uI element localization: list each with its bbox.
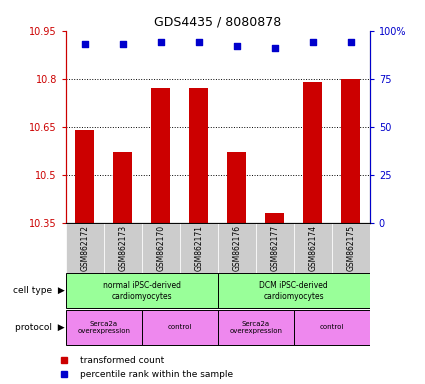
Point — [233, 43, 240, 49]
Text: GSM862174: GSM862174 — [308, 225, 317, 271]
Bar — [227, 152, 246, 223]
Bar — [294, 223, 332, 273]
Point — [309, 39, 316, 45]
Bar — [294, 310, 370, 345]
Bar — [113, 152, 132, 223]
Title: GDS4435 / 8080878: GDS4435 / 8080878 — [154, 15, 281, 28]
Point — [196, 39, 202, 45]
Text: DCM iPSC-derived
cardiomyocytes: DCM iPSC-derived cardiomyocytes — [259, 281, 328, 301]
Bar — [332, 223, 370, 273]
Text: GSM862172: GSM862172 — [80, 225, 89, 271]
Text: Serca2a
overexpression: Serca2a overexpression — [77, 321, 130, 334]
Text: GSM862171: GSM862171 — [194, 225, 203, 271]
Point — [82, 41, 88, 47]
Bar — [142, 223, 180, 273]
Bar — [218, 273, 370, 308]
Bar — [189, 88, 208, 223]
Bar — [256, 223, 294, 273]
Text: control: control — [320, 324, 344, 330]
Text: protocol  ▶: protocol ▶ — [15, 323, 65, 332]
Text: cell type  ▶: cell type ▶ — [13, 286, 65, 295]
Bar — [66, 310, 142, 345]
Point — [347, 39, 354, 45]
Bar — [104, 223, 142, 273]
Bar — [151, 88, 170, 223]
Bar — [142, 310, 218, 345]
Text: GSM862175: GSM862175 — [346, 225, 355, 271]
Bar — [341, 79, 360, 223]
Point — [119, 41, 126, 47]
Bar — [303, 82, 322, 223]
Text: transformed count: transformed count — [80, 356, 164, 365]
Bar — [218, 223, 256, 273]
Text: GSM862176: GSM862176 — [232, 225, 241, 271]
Text: GSM862170: GSM862170 — [156, 225, 165, 271]
Point — [157, 39, 164, 45]
Text: percentile rank within the sample: percentile rank within the sample — [80, 369, 233, 379]
Bar — [180, 223, 218, 273]
Point — [272, 45, 278, 51]
Bar — [265, 213, 284, 223]
Bar — [66, 223, 104, 273]
Text: control: control — [167, 324, 192, 330]
Bar — [66, 273, 218, 308]
Bar — [218, 310, 294, 345]
Text: GSM862173: GSM862173 — [118, 225, 127, 271]
Text: Serca2a
overexpression: Serca2a overexpression — [230, 321, 282, 334]
Text: GSM862177: GSM862177 — [270, 225, 279, 271]
Text: normal iPSC-derived
cardiomyocytes: normal iPSC-derived cardiomyocytes — [103, 281, 181, 301]
Bar — [75, 130, 94, 223]
